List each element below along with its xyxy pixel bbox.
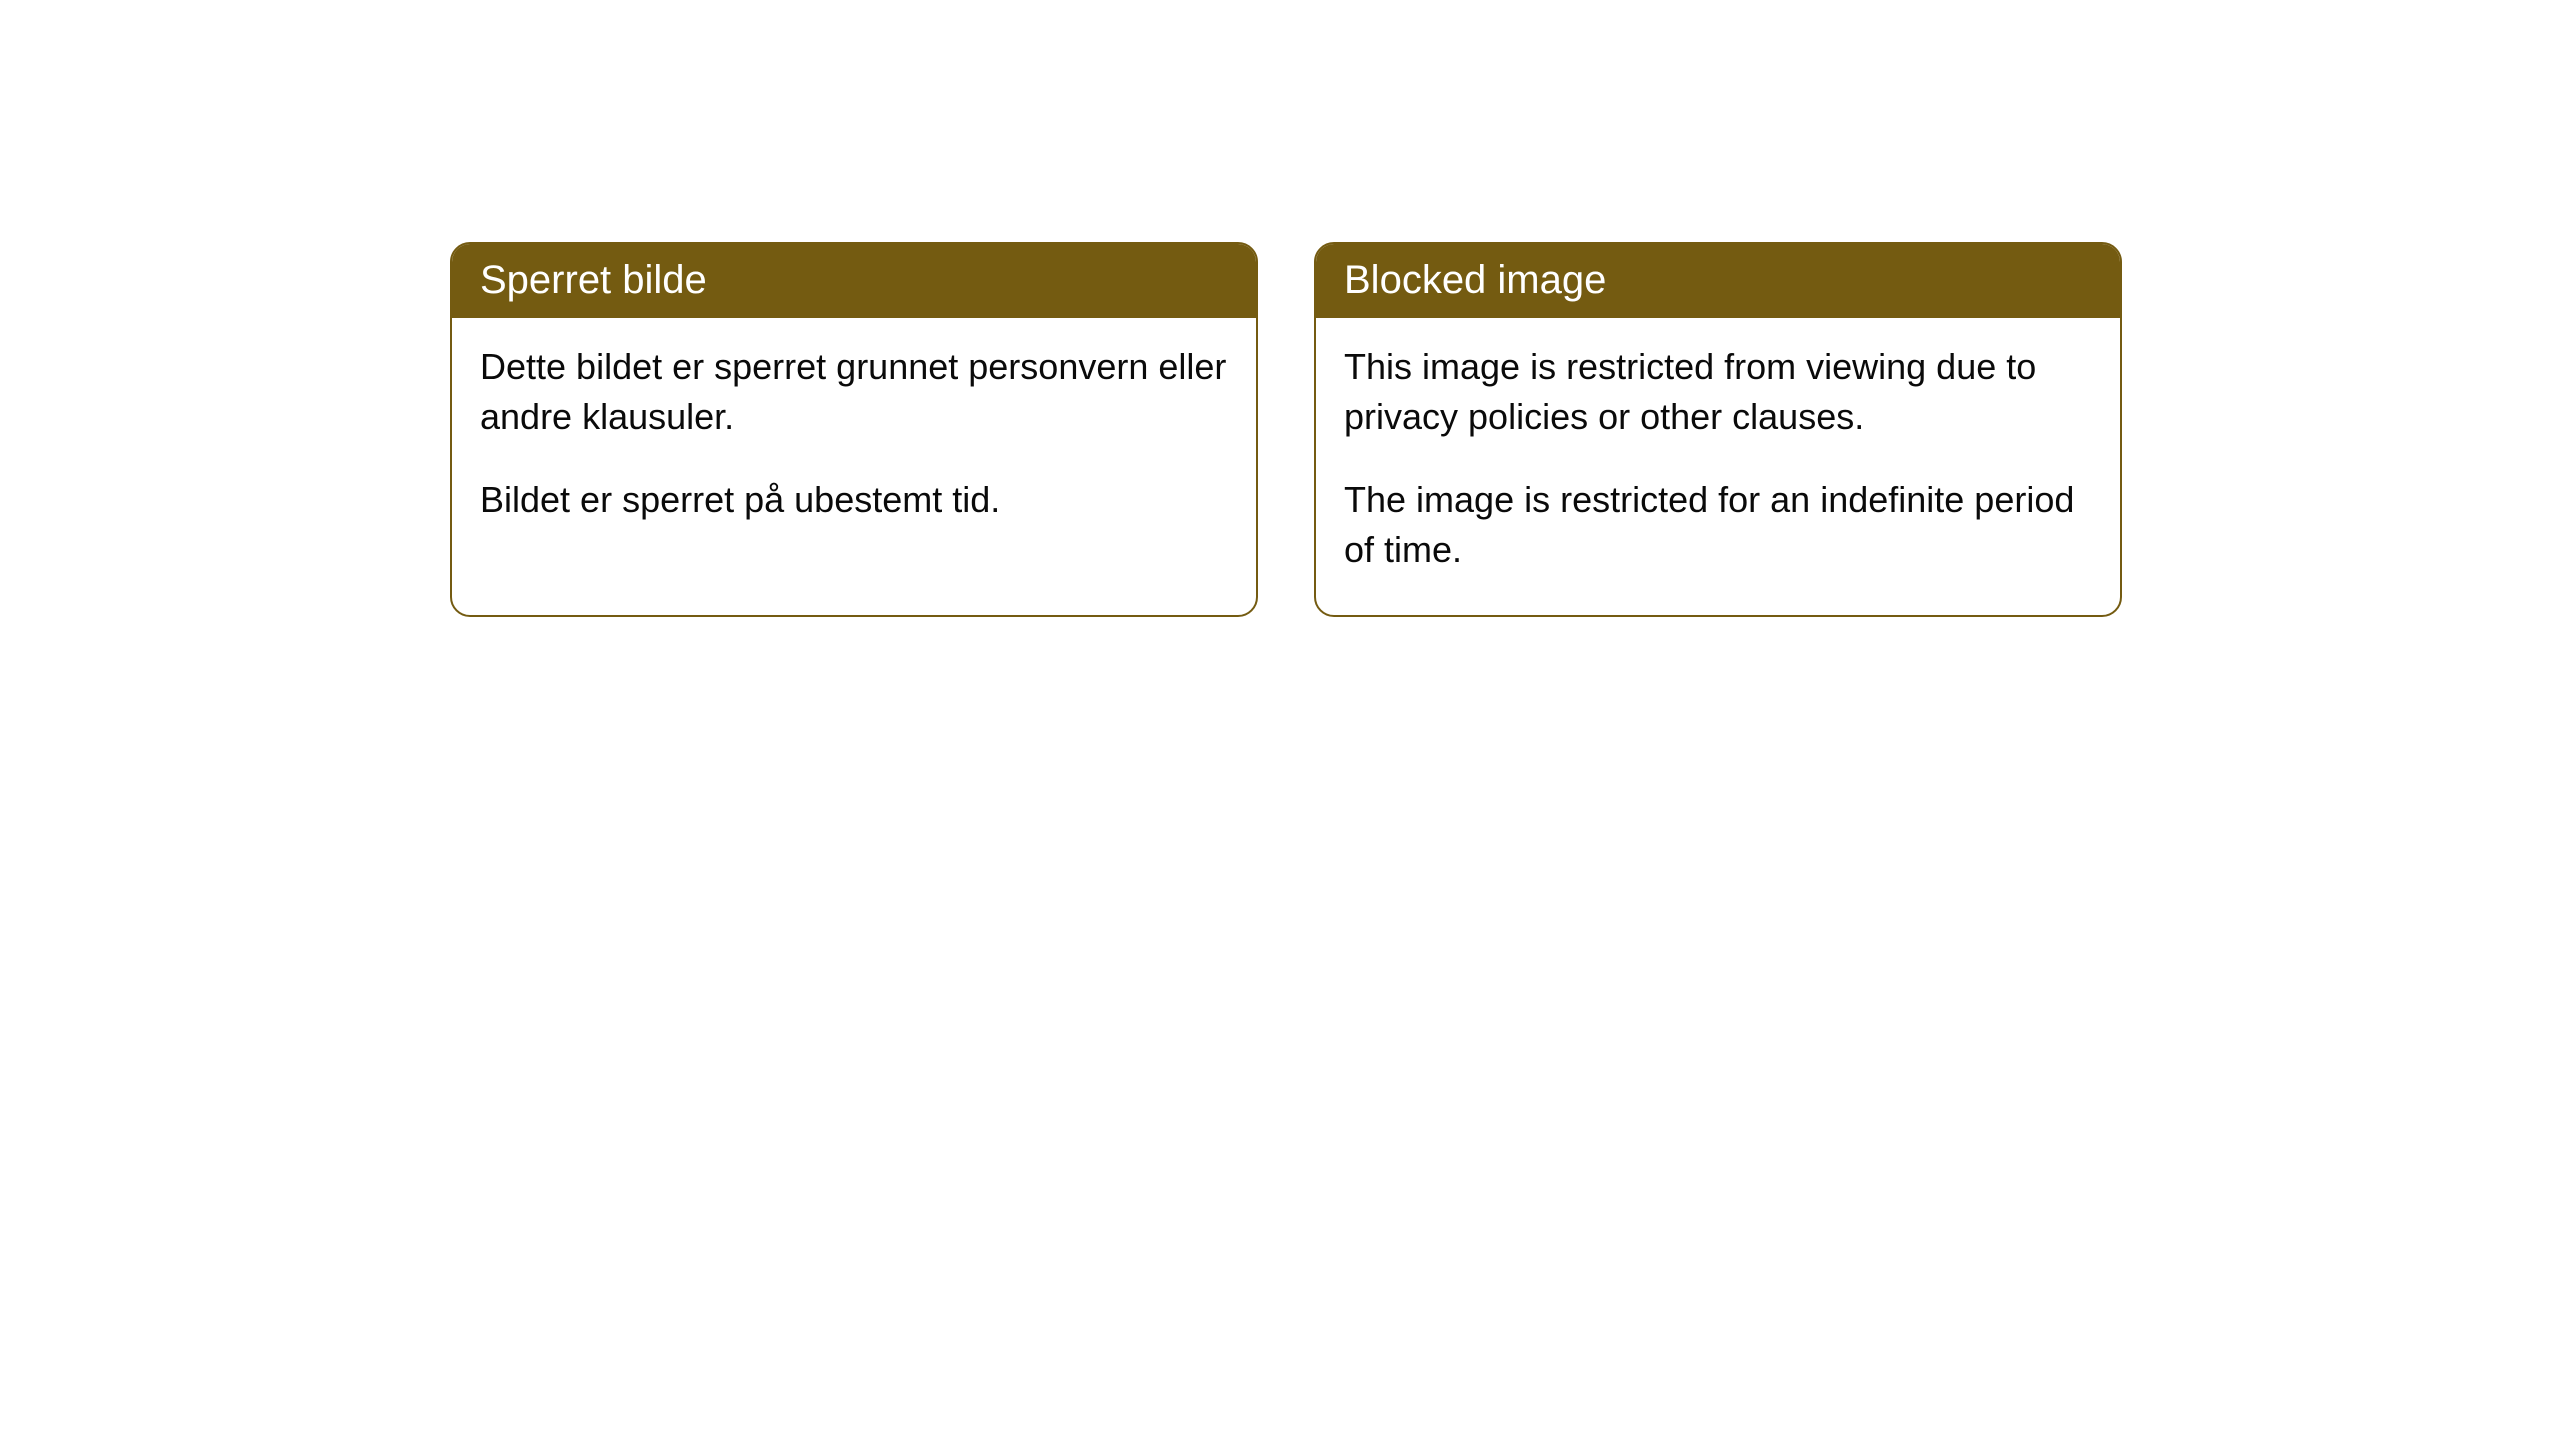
card-body: This image is restricted from viewing du…	[1316, 318, 2120, 615]
blocked-image-card-en: Blocked image This image is restricted f…	[1314, 242, 2122, 617]
card-header: Blocked image	[1316, 244, 2120, 318]
card-body: Dette bildet er sperret grunnet personve…	[452, 318, 1256, 565]
notice-container: Sperret bilde Dette bildet er sperret gr…	[0, 0, 2560, 617]
blocked-image-card-no: Sperret bilde Dette bildet er sperret gr…	[450, 242, 1258, 617]
card-header: Sperret bilde	[452, 244, 1256, 318]
card-paragraph: The image is restricted for an indefinit…	[1344, 475, 2092, 574]
card-paragraph: Dette bildet er sperret grunnet personve…	[480, 342, 1228, 441]
card-paragraph: Bildet er sperret på ubestemt tid.	[480, 475, 1228, 525]
card-paragraph: This image is restricted from viewing du…	[1344, 342, 2092, 441]
